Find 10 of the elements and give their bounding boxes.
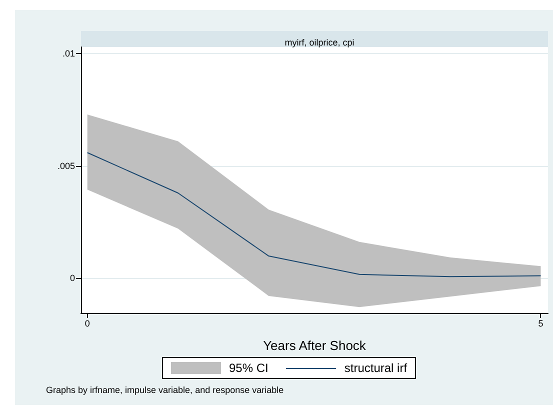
text: 95% CI: [229, 361, 268, 375]
text: Graphs by irfname, impulse variable, and response variable: [46, 385, 284, 395]
x-tick-label: 5: [538, 318, 544, 328]
legend-label: structural irf: [344, 361, 408, 375]
y-tick-label: .01: [62, 48, 75, 59]
line-series: [86, 152, 542, 278]
chart-title: myirf, oilprice, cpi: [284, 38, 354, 48]
y-tick-label: .005: [57, 160, 75, 171]
y-tick-label: 0: [70, 273, 75, 284]
x-axis-title: Years After Shock: [263, 338, 366, 353]
